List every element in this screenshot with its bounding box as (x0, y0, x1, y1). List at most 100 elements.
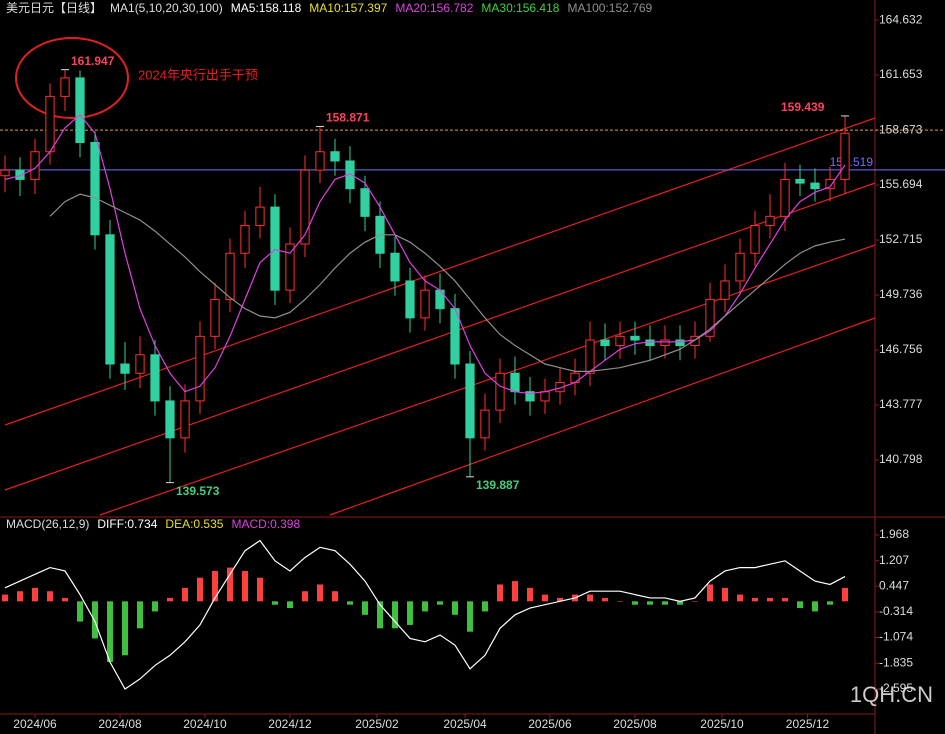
macd-bar (166, 597, 173, 602)
macd-bar (466, 601, 473, 632)
macd-bar (76, 601, 83, 622)
candle-body (195, 335, 205, 402)
candle-body (30, 151, 40, 180)
legend-item: DIFF:0.734 (97, 517, 157, 531)
macd-bar (286, 601, 293, 609)
y-tick-label: 149.736 (879, 287, 923, 301)
annotation: 158.871 (326, 111, 370, 125)
candle-body (240, 225, 250, 254)
candle-body (825, 178, 835, 190)
y-tick-label: 158.673 (879, 122, 923, 136)
macd-bar (301, 591, 308, 602)
macd-bar (706, 584, 713, 602)
macd-bar (391, 601, 398, 629)
candle-body (270, 206, 280, 291)
legend-item: MA30:156.418 (481, 1, 559, 15)
y-tick-label: 146.756 (879, 342, 923, 356)
macd-bar (586, 594, 593, 602)
macd-bar (451, 601, 458, 615)
y-tick-label: 155.694 (879, 177, 923, 191)
y-tick-label: 140.798 (879, 452, 923, 466)
candle-body (45, 95, 55, 153)
macd-bar (766, 597, 773, 602)
ma-line (4, 113, 846, 395)
macd-bar (781, 597, 788, 602)
candle-body (300, 169, 310, 245)
macd-bar (346, 601, 353, 605)
macd-bar (211, 570, 218, 602)
annotation: 159.439 (781, 100, 825, 114)
candle-body (255, 206, 265, 227)
x-tick-label: 2025/04 (443, 717, 487, 731)
macd-bar (481, 601, 488, 612)
macd-bar (91, 601, 98, 639)
legend-item: MA20:156.782 (395, 1, 473, 15)
candle-body (420, 289, 430, 319)
macd-bar (316, 584, 323, 602)
x-tick-label: 2025/10 (700, 717, 744, 731)
macd-bar (256, 577, 263, 602)
x-tick-label: 2025/02 (355, 717, 399, 731)
candle-body (210, 298, 220, 337)
legend-item: MA1(5,10,20,30,100) (110, 1, 223, 15)
macd-bar (16, 591, 23, 602)
candle-body (285, 243, 295, 291)
candle-body (105, 234, 115, 365)
annotation: 139.573 (176, 484, 220, 498)
y-tick-label: 0.447 (879, 578, 909, 592)
macd-bar (601, 597, 608, 602)
x-tick-label: 2024/08 (98, 717, 142, 731)
macd-bar (751, 597, 758, 602)
macd-bar (46, 591, 53, 602)
macd-bar (841, 587, 848, 602)
y-tick-label: 161.653 (879, 67, 923, 81)
candle-body (360, 188, 370, 217)
channel-line (4, 182, 876, 491)
candle-body (120, 363, 130, 374)
candle-body (90, 142, 100, 236)
candle-body (765, 215, 775, 227)
watermark: 1QH.CN (850, 682, 933, 707)
candle-body (165, 400, 175, 439)
legend-item: MACD:0.398 (231, 517, 300, 531)
highlight-circle (15, 37, 129, 119)
y-tick-label: 152.715 (879, 232, 923, 246)
candle-body (735, 252, 745, 282)
macd-bar (406, 601, 413, 625)
candle-body (390, 252, 400, 282)
candle-body (615, 335, 625, 347)
candle-body (480, 409, 490, 439)
macd-bar (136, 601, 143, 629)
macd-bar (421, 601, 428, 612)
candle-body (180, 400, 190, 439)
candle-body (525, 391, 535, 402)
x-tick-label: 2025/08 (613, 717, 657, 731)
channel-lines (4, 117, 876, 516)
diff-line (4, 539, 846, 690)
macd-bar (241, 570, 248, 602)
candle-body (540, 391, 550, 402)
candle-body (75, 77, 85, 144)
y-tick-label: 143.777 (879, 397, 923, 411)
x-tick-label: 2024/12 (268, 717, 312, 731)
candle-body (315, 151, 325, 171)
macd-bar (676, 601, 683, 605)
macd-bar (361, 601, 368, 615)
annotation: 139.887 (476, 478, 520, 492)
y-tick-label: -2.595 (879, 681, 913, 695)
macd-bar (121, 601, 128, 656)
candle-body (660, 339, 670, 347)
macd-bar (511, 581, 518, 602)
candle-body (135, 354, 145, 374)
macd-bar (796, 601, 803, 609)
candle-body (495, 372, 505, 411)
candle-body (630, 335, 640, 341)
candle-body (840, 132, 850, 180)
candle-body (600, 339, 610, 347)
macd-bar (526, 587, 533, 602)
candle-body (570, 372, 580, 383)
note: 2024年央行出手干预 (138, 67, 258, 82)
candle-body (330, 151, 340, 162)
